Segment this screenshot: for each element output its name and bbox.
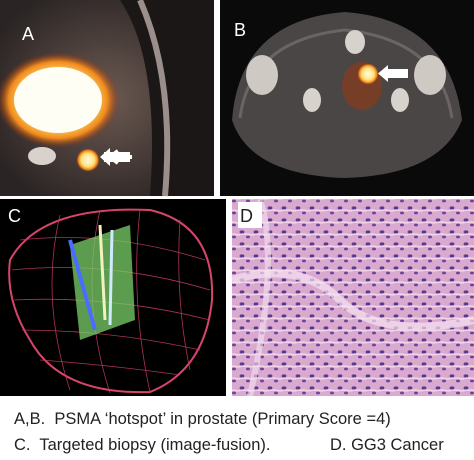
caption-line: C. Targeted biopsy (image-fusion). <box>14 436 270 454</box>
panel-label: D <box>240 206 253 226</box>
panel-label: C <box>8 206 21 226</box>
caption-line: A,B. PSMA ‘hotspot’ in prostate (Primary… <box>14 410 391 428</box>
panel-b: B <box>220 0 474 196</box>
panel-label: B <box>234 20 246 40</box>
panel-c: C <box>0 199 226 396</box>
panel-label: A <box>22 24 34 44</box>
caption-line: D. GG3 Cancer <box>330 436 444 454</box>
panel-d: D <box>230 198 474 397</box>
panel-a: A <box>0 0 214 197</box>
